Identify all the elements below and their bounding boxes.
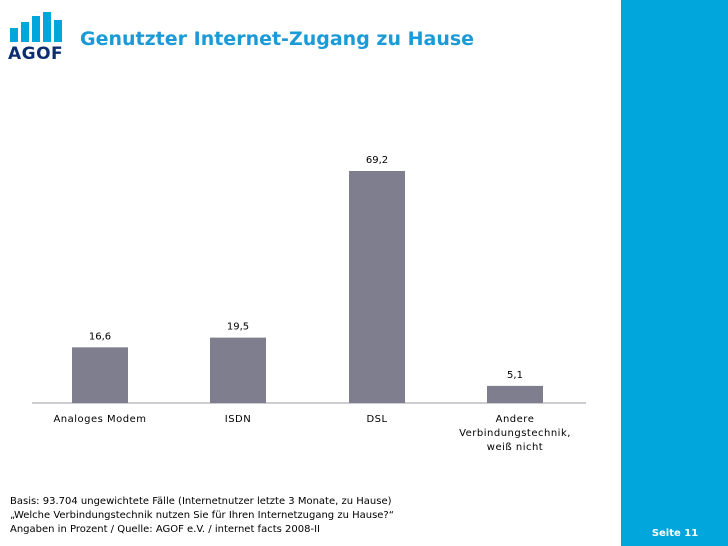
value-label-3: 5,1 <box>507 370 523 381</box>
value-label-1: 19,5 <box>227 322 249 333</box>
page-title: Genutzter Internet-Zugang zu Hause <box>80 28 475 50</box>
category-label-0-0: Analoges Modem <box>53 414 146 425</box>
side-accent-bar <box>621 0 728 546</box>
logo-text: AGOF <box>8 44 64 64</box>
agof-logo: AGOF <box>8 12 68 64</box>
page-number: Seite 11 <box>651 528 699 539</box>
category-label-3-2: weiß nicht <box>487 442 543 453</box>
bar-logo-icon <box>10 12 62 42</box>
footnote-basis: Basis: 93.704 ungewichtete Fälle (Intern… <box>10 496 392 507</box>
category-label-1-0: ISDN <box>225 414 251 425</box>
bar-chart: 16,6 Analoges Modem 19,5 ISDN 69,2 DSL 5,1 Ande… <box>32 155 586 453</box>
category-label-3-0: Andere <box>496 414 535 425</box>
category-label-3-1: Verbindungstechnik, <box>459 428 571 439</box>
value-label-0: 16,6 <box>89 331 111 342</box>
footnotes: Basis: 93.704 ungewichtete Fälle (Intern… <box>10 495 470 537</box>
bar-3 <box>487 385 543 403</box>
bar-0 <box>72 347 128 403</box>
footnote-source: Angaben in Prozent / Quelle: AGOF e.V. /… <box>10 524 320 535</box>
bar-2 <box>349 171 405 403</box>
value-label-2: 69,2 <box>366 155 388 166</box>
bar-1 <box>210 337 266 403</box>
footnote-question: „Welche Verbindungstechnik nutzen Sie fü… <box>10 510 394 521</box>
category-label-2-0: DSL <box>366 414 387 425</box>
